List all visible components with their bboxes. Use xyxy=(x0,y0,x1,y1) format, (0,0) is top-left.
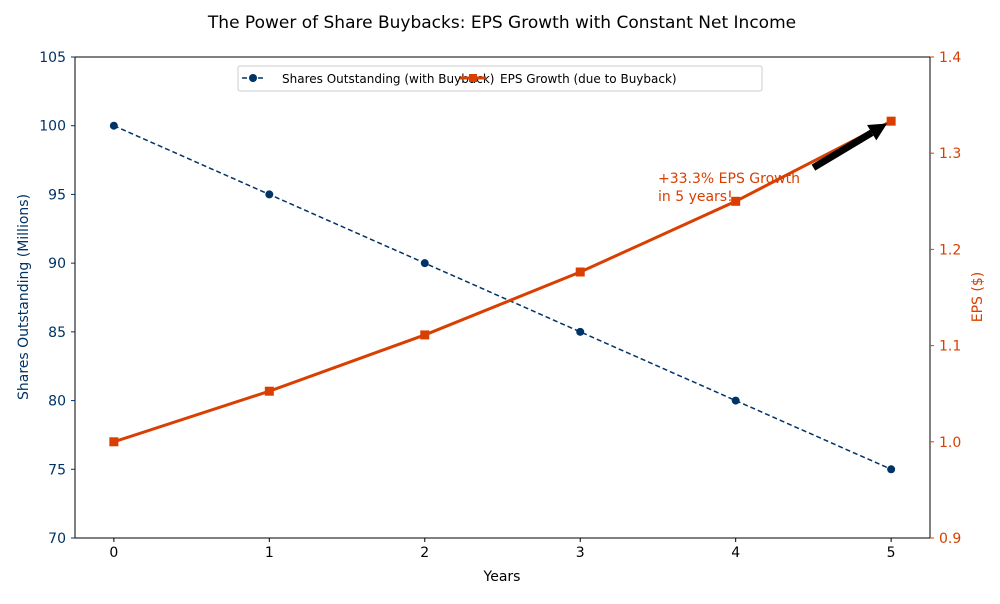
plot-area xyxy=(74,56,931,539)
data-point xyxy=(265,190,274,199)
y-left-tick-label: 75 xyxy=(48,462,66,478)
data-point xyxy=(264,386,274,396)
annotation: +33.3% EPS Growth in 5 years! xyxy=(658,123,888,205)
data-point xyxy=(731,196,741,206)
chart-title: The Power of Share Buybacks: EPS Growth … xyxy=(207,13,796,33)
data-point xyxy=(575,267,585,277)
x-tick-label: 2 xyxy=(420,545,429,561)
y-axis-left-label: Shares Outstanding (Millions) xyxy=(16,194,32,400)
y-left-tick-label: 95 xyxy=(48,187,66,203)
x-tick-label: 5 xyxy=(887,545,896,561)
legend-box xyxy=(237,65,763,92)
x-tick-label: 3 xyxy=(576,545,585,561)
x-tick-label: 4 xyxy=(731,545,740,561)
y-right-tick-label: 1.1 xyxy=(939,339,961,355)
annotation-arrow-shaft xyxy=(811,129,874,171)
y-left-tick-label: 85 xyxy=(48,325,66,341)
data-point xyxy=(886,116,896,126)
data-point xyxy=(109,437,119,447)
data-point xyxy=(731,396,740,405)
y-right-tick-label: 0.9 xyxy=(939,531,961,547)
legend-square-eps xyxy=(469,74,477,82)
data-point xyxy=(420,330,430,340)
x-axis-label: Years xyxy=(483,569,521,585)
y-right-tick-label: 1.3 xyxy=(939,146,961,162)
x-tick-label: 1 xyxy=(265,545,274,561)
annotation-text-line1: +33.3% EPS Growth xyxy=(658,171,800,187)
y-right-tick-label: 1.4 xyxy=(939,50,961,66)
y-left-tick-label: 100 xyxy=(39,119,66,135)
data-point xyxy=(576,327,585,336)
y-axis-right-label: EPS ($) xyxy=(970,272,986,322)
data-point xyxy=(887,465,896,474)
legend-label-eps: EPS Growth (due to Buyback) xyxy=(500,72,677,86)
legend-label-shares: Shares Outstanding (with Buyback) xyxy=(282,72,494,86)
series-line-0 xyxy=(113,125,892,470)
y-left-tick-label: 70 xyxy=(48,531,66,547)
y-left-tick-label: 80 xyxy=(48,394,66,410)
y-left-tick-label: 90 xyxy=(48,256,66,272)
y-right-tick-label: 1.0 xyxy=(939,435,961,451)
data-point xyxy=(420,259,429,268)
annotation-arrow-head-icon xyxy=(867,123,888,141)
legend-dot-shares xyxy=(249,74,257,82)
legend: Shares Outstanding (with Buyback) EPS Gr… xyxy=(237,65,763,92)
y-right-tick-label: 1.2 xyxy=(939,242,961,258)
y-left-tick-label: 105 xyxy=(39,50,66,66)
annotation-text-line2: in 5 years! xyxy=(658,189,733,205)
x-tick-label: 0 xyxy=(109,545,118,561)
data-point xyxy=(109,121,118,130)
series-line-1 xyxy=(113,119,892,444)
